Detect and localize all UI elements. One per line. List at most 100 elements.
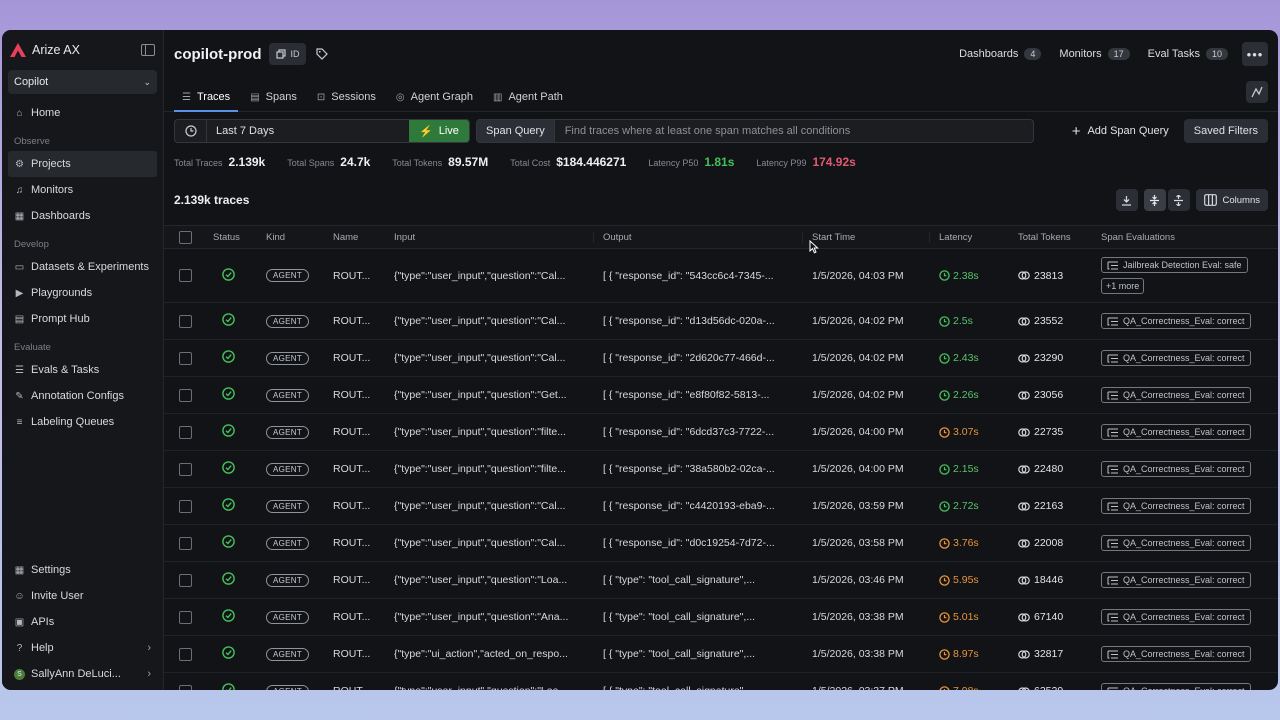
copy-id-button[interactable]: ID (269, 43, 307, 65)
more-evals-chip[interactable]: +1 more (1101, 278, 1145, 294)
eval-icon (1107, 650, 1118, 658)
monitors-link[interactable]: Monitors 17 (1059, 48, 1130, 60)
row-checkbox[interactable] (178, 610, 192, 624)
live-toggle[interactable]: ⚡ Live (409, 120, 469, 142)
row-checkbox[interactable] (178, 351, 192, 365)
dashboards-link[interactable]: Dashboards 4 (959, 48, 1042, 60)
row-checkbox[interactable] (178, 425, 192, 439)
eval-tasks-link[interactable]: Eval Tasks 10 (1148, 48, 1228, 60)
tab-spans[interactable]: ▤ Spans (242, 91, 305, 111)
sidebar-item-datasets[interactable]: ▭ Datasets & Experiments (2, 254, 163, 280)
select-all-checkbox[interactable] (178, 230, 192, 244)
span-graph-button[interactable] (1246, 81, 1268, 103)
user-menu[interactable]: S SallyAnn DeLuci... › (2, 661, 163, 687)
row-checkbox[interactable] (178, 314, 192, 328)
col-latency[interactable]: Latency (939, 231, 973, 243)
eval-chip[interactable]: Jailbreak Detection Eval: safe (1101, 257, 1248, 273)
col-start-time[interactable]: Start Time (803, 231, 930, 243)
table-row[interactable]: AGENT ROUT... {"type":"ui_action","acted_o… (164, 636, 1278, 673)
time-range-selector[interactable]: Last 7 Days ⚡ Live (174, 119, 470, 143)
columns-button[interactable]: Columns (1195, 189, 1268, 211)
eval-chip[interactable]: QA_Correctness_Eval: correct (1101, 609, 1251, 625)
col-span-evaluations[interactable]: Span Evaluations (1101, 231, 1175, 243)
span-query-label[interactable]: Span Query (477, 120, 555, 142)
col-name[interactable]: Name (333, 231, 359, 243)
tab-agent-graph[interactable]: ◎ Agent Graph (388, 91, 481, 111)
download-button[interactable] (1115, 189, 1138, 211)
span-query-field[interactable]: Span Query Find traces where at least on… (476, 119, 1034, 143)
sidebar-item-help[interactable]: ? Help › (2, 635, 163, 661)
col-kind[interactable]: Kind (266, 231, 286, 243)
eval-chip[interactable]: QA_Correctness_Eval: correct (1101, 646, 1251, 662)
more-options-button[interactable]: ••• (1242, 42, 1268, 66)
row-checkbox[interactable] (178, 388, 192, 402)
tab-label: Agent Graph (410, 91, 473, 103)
eval-chip[interactable]: QA_Correctness_Eval: correct (1101, 572, 1251, 588)
col-status[interactable]: Status (213, 231, 240, 243)
sidebar-item-labeling-queues[interactable]: ≡ Labeling Queues (2, 409, 163, 435)
sidebar-item-settings[interactable]: ▦ Settings (2, 557, 163, 583)
user-name: SallyAnn DeLuci... (31, 668, 121, 680)
sidebar-item-monitors[interactable]: ♫ Monitors (2, 177, 163, 203)
row-checkbox[interactable] (178, 462, 192, 476)
row-checkbox[interactable] (178, 536, 192, 550)
sidebar-item-playgrounds[interactable]: ▶ Playgrounds (2, 280, 163, 306)
add-span-query-button[interactable]: + Add Span Query (1072, 123, 1169, 140)
output-cell: [ { "response_id": "2d620c77-466d-... (603, 352, 775, 364)
eval-text: QA_Correctness_Eval: correct (1123, 538, 1245, 548)
eval-chip[interactable]: QA_Correctness_Eval: correct (1101, 535, 1251, 551)
row-checkbox[interactable] (178, 499, 192, 513)
eval-chip[interactable]: QA_Correctness_Eval: correct (1101, 350, 1251, 366)
project-selector[interactable]: Copilot ⌄ (8, 70, 157, 94)
sidebar-item-label: Help (31, 642, 54, 654)
eval-chip[interactable]: QA_Correctness_Eval: correct (1101, 387, 1251, 403)
tab-traces[interactable]: ☰ Traces (174, 91, 239, 112)
eval-chip[interactable]: QA_Correctness_Eval: correct (1101, 498, 1251, 514)
collapse-sidebar-icon[interactable] (141, 44, 155, 56)
col-total-tokens[interactable]: Total Tokens (1018, 231, 1071, 243)
sidebar-item-home[interactable]: ⌂ Home (2, 100, 163, 126)
agent-path-icon: ▥ (492, 91, 503, 103)
tab-sessions[interactable]: ⊡ Sessions (309, 91, 384, 111)
row-checkbox[interactable] (178, 573, 192, 587)
col-output[interactable]: Output (594, 231, 803, 243)
eval-chip[interactable]: QA_Correctness_Eval: correct (1101, 683, 1251, 690)
sidebar-item-apis[interactable]: ▣ APIs (2, 609, 163, 635)
chevron-down-icon: ⌄ (143, 76, 151, 87)
input-cell: {"type":"user_input","question":"Cal... (394, 500, 566, 512)
latency-value: 2.15s (939, 463, 1009, 475)
latency-cell: 7.98s (930, 685, 1009, 690)
sidebar-item-dashboards[interactable]: ▦ Dashboards (2, 203, 163, 229)
sidebar-item-evals[interactable]: ☰ Evals & Tasks (2, 357, 163, 383)
eval-list: QA_Correctness_Eval: correct (1101, 683, 1278, 690)
eval-chip[interactable]: QA_Correctness_Eval: correct (1101, 313, 1251, 329)
sidebar-item-projects[interactable]: ⚙ Projects (8, 151, 157, 177)
kind-cell: AGENT (257, 536, 324, 550)
row-checkbox[interactable] (178, 647, 192, 661)
tag-icon[interactable] (316, 48, 329, 60)
expand-rows-button[interactable] (1167, 189, 1190, 211)
saved-filters-button[interactable]: Saved Filters (1183, 119, 1268, 143)
eval-chip[interactable]: QA_Correctness_Eval: correct (1101, 424, 1251, 440)
sidebar-item-invite-user[interactable]: ☺ Invite User (2, 583, 163, 609)
sidebar-item-prompt-hub[interactable]: ▤ Prompt Hub (2, 306, 163, 332)
view-tabs: ☰ Traces ▤ Spans ⊡ Sessions ◎ Agent Graph ▥ A… (164, 78, 1278, 112)
collapse-rows-button[interactable] (1143, 189, 1166, 211)
col-input[interactable]: Input (385, 231, 594, 243)
row-checkbox[interactable] (178, 269, 192, 282)
sidebar-item-annotation-configs[interactable]: ✎ Annotation Configs (2, 383, 163, 409)
row-checkbox[interactable] (178, 684, 192, 690)
eval-chip[interactable]: QA_Correctness_Eval: correct (1101, 461, 1251, 477)
tab-agent-path[interactable]: ▥ Agent Path (485, 91, 571, 111)
table-row[interactable]: AGENTROUT...{"type":"user_input","questi… (164, 673, 1278, 690)
